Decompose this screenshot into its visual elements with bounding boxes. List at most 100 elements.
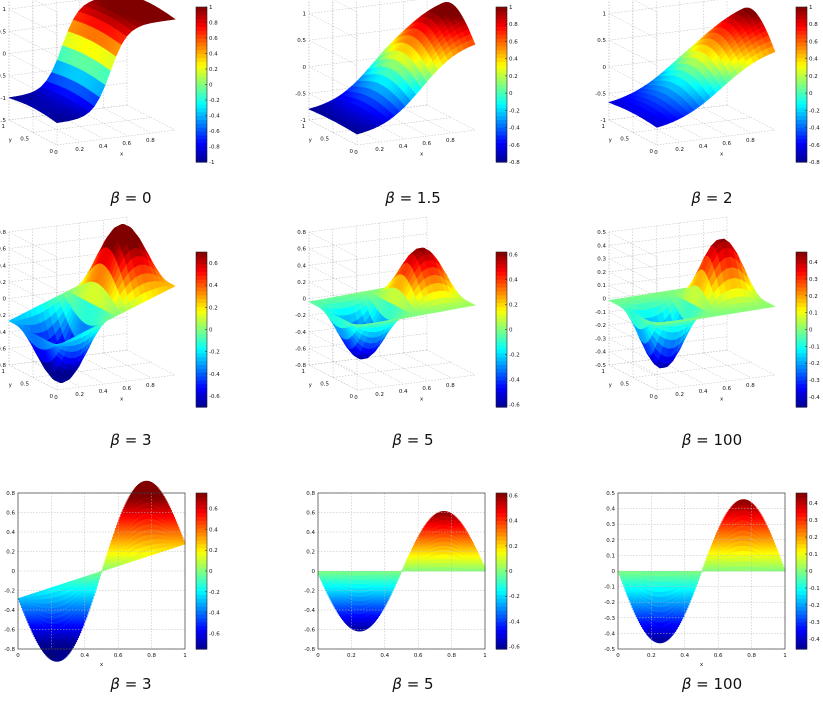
- colorbar-swatch: [496, 314, 507, 319]
- colorbar-swatch: [796, 302, 807, 307]
- grid-line: [33, 0, 58, 13]
- colorbar-tick-label: 0.4: [509, 57, 518, 63]
- y-axis-label: y: [9, 137, 13, 143]
- colorbar-swatch: [796, 154, 807, 159]
- y-tick-label: 1: [602, 124, 606, 130]
- colorbar-swatch: [496, 111, 507, 117]
- colorbar-swatch: [796, 317, 807, 323]
- colorbar-swatch: [196, 279, 207, 284]
- z-tick-label: -0.2: [295, 313, 306, 319]
- y-tick-label: 1: [302, 124, 306, 130]
- colorbar-tick-label: 0.4: [209, 283, 218, 289]
- grid-line: [608, 39, 658, 66]
- y-tick-label: 1: [2, 124, 6, 130]
- grid-line: [308, 66, 358, 93]
- y-tick-label: 0.5: [20, 137, 29, 143]
- grid-line: [656, 374, 776, 391]
- colorbar-swatch: [496, 34, 507, 39]
- colorbar-4: -0.6-0.4-0.200.20.40.6: [195, 251, 220, 408]
- x-tick-label: 0.4: [99, 144, 108, 150]
- x-tick-label: 0: [54, 395, 58, 401]
- colorbar-swatch: [796, 379, 807, 385]
- colorbar-swatch: [796, 80, 807, 86]
- colorbar-swatch: [196, 298, 207, 303]
- colorbar-swatch: [196, 333, 207, 338]
- y-tick-label: 0: [50, 149, 54, 155]
- x-tick-label: 0.2: [375, 147, 384, 153]
- colorbar-swatch: [496, 294, 507, 300]
- colorbar-tick-label: 0.4: [809, 57, 818, 63]
- colorbar-swatch: [196, 267, 207, 272]
- colorbar-swatch: [196, 76, 207, 82]
- colorbar-swatch: [196, 372, 207, 377]
- colorbar-swatch: [496, 41, 507, 47]
- colorbar-swatch: [196, 263, 207, 269]
- colorbar-tick-label: 0.4: [509, 278, 518, 284]
- x-axis-label: x: [720, 152, 724, 158]
- caption-symbol: β: [109, 431, 120, 449]
- colorbar-tick-label: 0.8: [509, 22, 518, 28]
- colorbar-swatch: [496, 49, 507, 55]
- grid-line: [332, 361, 381, 388]
- colorbar-swatch: [496, 22, 507, 27]
- panel-caption: β = 100: [681, 431, 742, 449]
- y-tick-label: 1: [602, 369, 606, 375]
- x-tick-label: 0: [654, 150, 658, 156]
- grid-line: [679, 355, 728, 382]
- colorbar-swatch: [496, 30, 507, 35]
- colorbar-swatch: [796, 372, 807, 377]
- colorbar-swatch: [796, 49, 807, 55]
- colorbar-2: -0.8-0.6-0.4-0.200.20.40.60.81: [495, 5, 520, 166]
- colorbar-swatch: [196, 271, 207, 276]
- y-tick-label: 0.5: [620, 137, 629, 143]
- colorbar-tick-label: -0.4: [509, 126, 520, 132]
- y-tick-label: 0: [350, 394, 354, 400]
- colorbar-swatch: [196, 302, 207, 307]
- colorbar-tick-label: 0.8: [809, 22, 818, 28]
- x-tick-label: 0.8: [746, 138, 755, 144]
- z-tick-label: 0.3: [597, 257, 606, 263]
- colorbar-swatch: [496, 279, 507, 284]
- x-tick-label: 0.6: [422, 386, 431, 392]
- grid-line: [356, 374, 476, 391]
- colorbar-swatch: [796, 119, 807, 124]
- x-axis-label: x: [420, 397, 424, 403]
- colorbar-swatch: [796, 356, 807, 362]
- colorbar-swatch: [496, 10, 507, 16]
- caption-value: = 2: [701, 189, 733, 207]
- colorbar-swatch: [496, 383, 507, 389]
- y-tick-label: 0: [350, 149, 354, 155]
- caption-symbol: β: [690, 189, 701, 207]
- colorbar-swatch: [196, 286, 207, 292]
- colorbar-tick-label: 0: [509, 91, 513, 97]
- colorbar-swatch: [196, 65, 207, 70]
- colorbar-swatch: [496, 368, 507, 373]
- colorbar-swatch: [196, 399, 207, 404]
- colorbar-swatch: [496, 286, 507, 292]
- colorbar-tick-label: 0: [809, 91, 813, 97]
- x-tick-label: 0.2: [675, 147, 684, 153]
- panel-caption: β = 3: [109, 431, 151, 449]
- grid-line: [356, 129, 476, 146]
- z-tick-label: 0.4: [0, 263, 6, 269]
- grid-line: [333, 0, 358, 13]
- z-tick-label: -0.2: [595, 323, 606, 329]
- colorbar-swatch: [196, 294, 207, 300]
- grid-line: [703, 107, 752, 134]
- colorbar-swatch: [796, 88, 807, 93]
- colorbar-swatch: [796, 329, 807, 334]
- surface-4: [8, 223, 176, 384]
- colorbar-swatch: [496, 310, 507, 315]
- grid-line: [703, 352, 752, 379]
- x-tick-label: 0: [654, 395, 658, 401]
- grid-line: [308, 0, 418, 14]
- colorbar-swatch: [796, 14, 807, 20]
- y-tick-label: 1: [2, 369, 6, 375]
- surface-patch: [166, 17, 176, 21]
- colorbar-tick-label: 0: [209, 83, 213, 89]
- colorbar-swatch: [496, 123, 507, 128]
- colorbar-swatch: [196, 115, 207, 120]
- x-tick-label: 0.6: [122, 386, 131, 392]
- colorbar-swatch: [796, 72, 807, 78]
